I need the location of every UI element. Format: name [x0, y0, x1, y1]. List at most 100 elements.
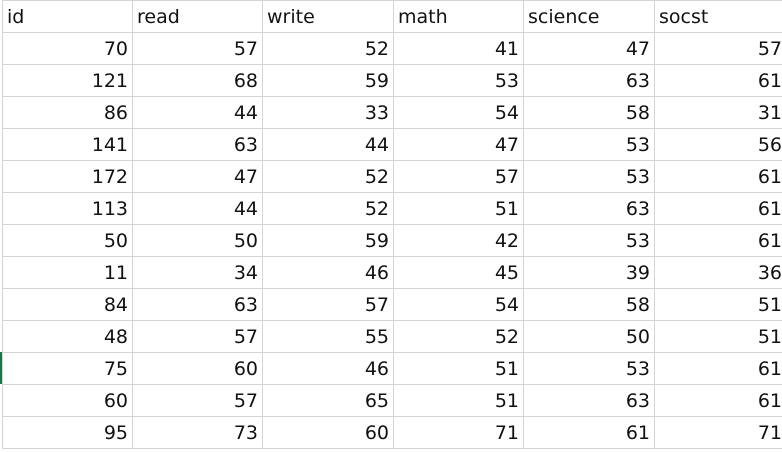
cell-science[interactable]: 53 [523, 160, 655, 193]
cell-write[interactable]: 55 [262, 320, 394, 353]
table-row: 141 63 44 47 53 56 [2, 128, 782, 161]
cell-socst[interactable]: 61 [654, 192, 782, 225]
cell-read[interactable]: 57 [132, 384, 263, 417]
cell-science[interactable]: 39 [523, 256, 655, 289]
table-row: 70 57 52 41 47 57 [2, 32, 782, 65]
cell-socst[interactable]: 61 [654, 384, 782, 417]
cell-socst[interactable]: 36 [654, 256, 782, 289]
table-row: 50 50 59 42 53 61 [2, 224, 782, 257]
cell-read[interactable]: 57 [132, 320, 263, 353]
cell-science[interactable]: 61 [523, 416, 655, 449]
cell-id[interactable]: 86 [2, 96, 133, 129]
header-cell-science[interactable]: science [523, 0, 655, 33]
cell-socst[interactable]: 61 [654, 160, 782, 193]
cell-write[interactable]: 46 [262, 352, 394, 385]
header-cell-write[interactable]: write [262, 0, 394, 33]
cell-math[interactable]: 42 [393, 224, 524, 257]
table-row: 60 57 65 51 63 61 [2, 384, 782, 417]
cell-socst[interactable]: 61 [654, 352, 782, 385]
cell-read[interactable]: 63 [132, 288, 263, 321]
cell-science[interactable]: 53 [523, 128, 655, 161]
cell-id[interactable]: 121 [2, 64, 133, 97]
cell-math[interactable]: 51 [393, 352, 524, 385]
cell-math[interactable]: 54 [393, 288, 524, 321]
cell-math[interactable]: 57 [393, 160, 524, 193]
cell-id[interactable]: 95 [2, 416, 133, 449]
cell-id[interactable]: 141 [2, 128, 133, 161]
cell-science[interactable]: 63 [523, 384, 655, 417]
header-cell-read[interactable]: read [132, 0, 263, 33]
selected-row-indicator [0, 352, 2, 384]
cell-socst[interactable]: 61 [654, 64, 782, 97]
table-row: 84 63 57 54 58 51 [2, 288, 782, 321]
cell-read[interactable]: 44 [132, 96, 263, 129]
cell-id[interactable]: 113 [2, 192, 133, 225]
table-row: 48 57 55 52 50 51 [2, 320, 782, 353]
cell-socst[interactable]: 56 [654, 128, 782, 161]
cell-id[interactable]: 50 [2, 224, 133, 257]
table-row: 172 47 52 57 53 61 [2, 160, 782, 193]
cell-math[interactable]: 51 [393, 192, 524, 225]
cell-math[interactable]: 47 [393, 128, 524, 161]
cell-write[interactable]: 60 [262, 416, 394, 449]
cell-science[interactable]: 63 [523, 192, 655, 225]
cell-write[interactable]: 46 [262, 256, 394, 289]
cell-socst[interactable]: 57 [654, 32, 782, 65]
cell-science[interactable]: 63 [523, 64, 655, 97]
cell-math[interactable]: 52 [393, 320, 524, 353]
cell-write[interactable]: 52 [262, 192, 394, 225]
cell-write[interactable]: 57 [262, 288, 394, 321]
cell-write[interactable]: 59 [262, 224, 394, 257]
cell-write[interactable]: 52 [262, 32, 394, 65]
cell-socst[interactable]: 51 [654, 320, 782, 353]
cell-id[interactable]: 60 [2, 384, 133, 417]
cell-id[interactable]: 70 [2, 32, 133, 65]
cell-id[interactable]: 84 [2, 288, 133, 321]
header-cell-id[interactable]: id [2, 0, 133, 33]
cell-science[interactable]: 53 [523, 224, 655, 257]
cell-id[interactable]: 48 [2, 320, 133, 353]
table-row: 113 44 52 51 63 61 [2, 192, 782, 225]
header-cell-socst[interactable]: socst [654, 0, 782, 33]
cell-socst[interactable]: 61 [654, 224, 782, 257]
cell-write[interactable]: 52 [262, 160, 394, 193]
table-row: 95 73 60 71 61 71 [2, 416, 782, 449]
cell-math[interactable]: 45 [393, 256, 524, 289]
cell-write[interactable]: 33 [262, 96, 394, 129]
cell-read[interactable]: 68 [132, 64, 263, 97]
cell-math[interactable]: 51 [393, 384, 524, 417]
cell-write[interactable]: 65 [262, 384, 394, 417]
cell-read[interactable]: 47 [132, 160, 263, 193]
cell-math[interactable]: 54 [393, 96, 524, 129]
cell-write[interactable]: 44 [262, 128, 394, 161]
header-cell-math[interactable]: math [393, 0, 524, 33]
cell-science[interactable]: 58 [523, 288, 655, 321]
cell-math[interactable]: 41 [393, 32, 524, 65]
cell-id[interactable]: 172 [2, 160, 133, 193]
cell-id[interactable]: 75 [2, 352, 133, 385]
cell-read[interactable]: 63 [132, 128, 263, 161]
cell-socst[interactable]: 31 [654, 96, 782, 129]
cell-math[interactable]: 53 [393, 64, 524, 97]
cell-science[interactable]: 47 [523, 32, 655, 65]
cell-id[interactable]: 11 [2, 256, 133, 289]
table-row: 11 34 46 45 39 36 [2, 256, 782, 289]
cell-socst[interactable]: 71 [654, 416, 782, 449]
cell-math[interactable]: 71 [393, 416, 524, 449]
cell-read[interactable]: 34 [132, 256, 263, 289]
cell-read[interactable]: 44 [132, 192, 263, 225]
cell-science[interactable]: 58 [523, 96, 655, 129]
cell-write[interactable]: 59 [262, 64, 394, 97]
cell-science[interactable]: 53 [523, 352, 655, 385]
cell-socst[interactable]: 51 [654, 288, 782, 321]
table-row: 75 60 46 51 53 61 [2, 352, 782, 385]
cell-read[interactable]: 50 [132, 224, 263, 257]
cell-science[interactable]: 50 [523, 320, 655, 353]
cell-read[interactable]: 57 [132, 32, 263, 65]
cell-read[interactable]: 73 [132, 416, 263, 449]
cell-read[interactable]: 60 [132, 352, 263, 385]
table-row: 121 68 59 53 63 61 [2, 64, 782, 97]
table-row: 86 44 33 54 58 31 [2, 96, 782, 129]
